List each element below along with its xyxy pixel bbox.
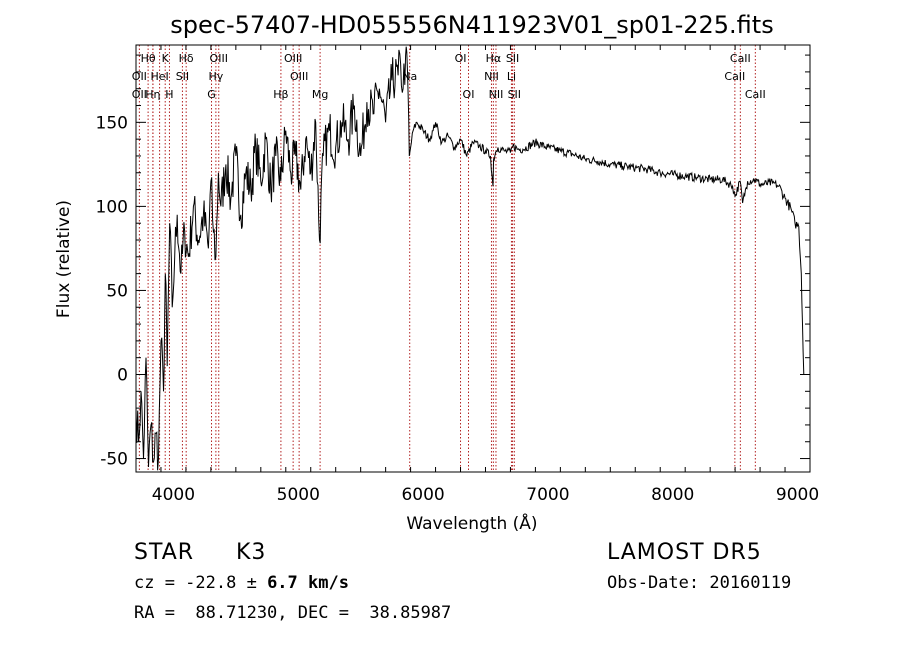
y-tick-label: 50 <box>106 281 128 301</box>
marker-label: CaII <box>745 88 766 101</box>
marker-label: H <box>165 88 173 101</box>
observation-date: Obs-Date: 20160119 <box>607 573 792 593</box>
spectrum-line <box>135 46 805 471</box>
marker-label: SII <box>176 70 189 83</box>
redshift-velocity: cz = -22.8 ± 6.7 km/s <box>134 573 349 593</box>
marker-label: Hβ <box>273 88 288 101</box>
x-tick-label: 9000 <box>776 485 819 505</box>
x-tick-label: 5000 <box>277 485 320 505</box>
marker-label: NII <box>484 70 499 83</box>
y-tick-label: 0 <box>117 365 128 385</box>
marker-label: OIII <box>290 70 308 83</box>
x-tick-label: 7000 <box>526 485 569 505</box>
marker-label: SII <box>508 88 521 101</box>
object-class: STAR <box>134 540 195 565</box>
marker-label: Na <box>402 70 417 83</box>
marker-label: CaII <box>724 70 745 83</box>
marker-label: OIII <box>210 52 228 65</box>
plot-frame <box>135 44 811 473</box>
marker-label: K <box>162 52 170 65</box>
object-subclass: K3 <box>236 540 267 565</box>
y-tick-label: 100 <box>96 197 128 217</box>
marker-label: OI <box>463 88 475 101</box>
marker-label: G <box>207 88 216 101</box>
cz-value: cz = -22.8 ± <box>134 573 268 593</box>
marker-label: CaII <box>730 52 751 65</box>
coordinates: RA = 88.71230, DEC = 38.85987 <box>134 603 452 623</box>
x-axis-ticks: 4000 5000 6000 7000 8000 9000 <box>152 45 819 505</box>
chart-title: spec-57407-HD055556N411923V01_sp01-225.f… <box>170 11 773 39</box>
marker-label: Hη <box>145 88 160 101</box>
marker-label: Hα <box>486 52 502 65</box>
spectral-line-markers <box>138 45 756 472</box>
y-axis-ticks: -50 0 50 100 150 <box>96 54 810 470</box>
marker-label: Mg <box>312 88 328 101</box>
y-tick-label: 150 <box>96 113 128 133</box>
marker-label: Hδ <box>179 52 194 65</box>
marker-label: Hγ <box>208 70 223 83</box>
x-tick-label: 8000 <box>651 485 694 505</box>
marker-label: OIII <box>284 52 302 65</box>
cz-error: 6.7 km/s <box>267 573 349 593</box>
survey-name: LAMOST DR5 <box>607 540 762 565</box>
y-axis-label: Flux (relative) <box>54 200 74 318</box>
marker-label: Hθ <box>141 52 156 65</box>
x-tick-label: 6000 <box>401 485 444 505</box>
marker-label: Li <box>507 70 516 83</box>
marker-label: SII <box>506 52 519 65</box>
marker-label: OI <box>455 52 467 65</box>
marker-label: NII <box>489 88 504 101</box>
x-tick-label: 4000 <box>152 485 195 505</box>
x-axis-label: Wavelength (Å) <box>406 512 537 534</box>
marker-label: HeI <box>150 70 168 83</box>
y-tick-label: -50 <box>100 450 128 470</box>
